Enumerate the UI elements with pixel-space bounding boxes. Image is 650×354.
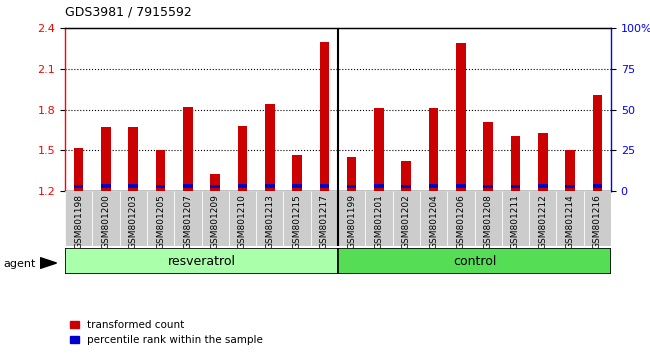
Text: GSM801203: GSM801203 [129, 194, 138, 249]
Text: GSM801209: GSM801209 [211, 194, 220, 249]
Bar [74, 185, 83, 188]
Text: GSM801214: GSM801214 [566, 194, 575, 249]
Bar [456, 184, 465, 188]
FancyBboxPatch shape [256, 191, 283, 246]
Bar [566, 185, 575, 188]
Text: GSM801213: GSM801213 [265, 194, 274, 249]
Text: GSM801216: GSM801216 [593, 194, 602, 249]
Bar [347, 185, 356, 188]
Bar [320, 42, 329, 191]
Bar [511, 185, 520, 188]
FancyBboxPatch shape [174, 191, 202, 246]
Text: control: control [453, 255, 496, 268]
FancyBboxPatch shape [447, 191, 474, 246]
Text: GSM801207: GSM801207 [183, 194, 192, 249]
Bar [292, 184, 302, 188]
Bar [347, 157, 356, 191]
Text: GSM801199: GSM801199 [347, 194, 356, 249]
FancyBboxPatch shape [283, 191, 311, 246]
Text: resveratrol: resveratrol [168, 255, 235, 268]
Bar [538, 184, 547, 188]
FancyBboxPatch shape [65, 191, 92, 246]
FancyBboxPatch shape [338, 248, 611, 274]
Bar [101, 127, 111, 191]
FancyBboxPatch shape [474, 191, 502, 246]
Bar [593, 95, 602, 191]
Bar [320, 184, 329, 188]
FancyBboxPatch shape [65, 248, 338, 274]
FancyBboxPatch shape [420, 191, 447, 246]
Bar [211, 185, 220, 188]
Bar [402, 161, 411, 191]
Bar [292, 154, 302, 191]
Bar [402, 185, 411, 188]
FancyBboxPatch shape [584, 191, 611, 246]
FancyBboxPatch shape [502, 191, 529, 246]
Bar [429, 184, 438, 188]
Bar [484, 122, 493, 191]
Bar [429, 108, 438, 191]
Text: GSM801211: GSM801211 [511, 194, 520, 249]
Bar [374, 184, 384, 188]
Bar [129, 184, 138, 188]
FancyBboxPatch shape [338, 191, 365, 246]
Text: GSM801215: GSM801215 [292, 194, 302, 249]
FancyBboxPatch shape [147, 191, 174, 246]
Bar [265, 104, 274, 191]
Text: GSM801208: GSM801208 [484, 194, 493, 249]
Bar [566, 150, 575, 191]
Bar [456, 43, 465, 191]
FancyBboxPatch shape [393, 191, 420, 246]
Bar [183, 107, 192, 191]
Bar [238, 184, 247, 188]
Text: GSM801200: GSM801200 [101, 194, 111, 249]
Bar [211, 173, 220, 191]
FancyBboxPatch shape [311, 191, 338, 246]
Bar [156, 150, 165, 191]
Bar [593, 184, 602, 188]
FancyBboxPatch shape [120, 191, 147, 246]
Text: GSM801202: GSM801202 [402, 194, 411, 249]
Text: agent: agent [3, 259, 36, 269]
FancyBboxPatch shape [229, 191, 256, 246]
FancyBboxPatch shape [529, 191, 556, 246]
Bar [183, 184, 192, 188]
Text: GSM801217: GSM801217 [320, 194, 329, 249]
Text: GSM801198: GSM801198 [74, 194, 83, 249]
Text: GSM801212: GSM801212 [538, 194, 547, 249]
Text: GSM801204: GSM801204 [429, 194, 438, 249]
Bar [156, 185, 165, 188]
FancyBboxPatch shape [202, 191, 229, 246]
Bar [374, 108, 384, 191]
Bar [101, 184, 111, 188]
Text: GSM801205: GSM801205 [156, 194, 165, 249]
Bar [538, 133, 547, 191]
Text: GSM801206: GSM801206 [456, 194, 465, 249]
Bar [74, 148, 83, 191]
Polygon shape [40, 258, 57, 268]
FancyBboxPatch shape [92, 191, 120, 246]
Bar [484, 185, 493, 188]
FancyBboxPatch shape [365, 191, 393, 246]
Bar [238, 126, 247, 191]
Text: GDS3981 / 7915592: GDS3981 / 7915592 [65, 5, 192, 18]
Bar [265, 184, 274, 188]
Bar [129, 127, 138, 191]
Legend: transformed count, percentile rank within the sample: transformed count, percentile rank withi… [70, 320, 263, 345]
Bar [511, 136, 520, 191]
FancyBboxPatch shape [556, 191, 584, 246]
Text: GSM801210: GSM801210 [238, 194, 247, 249]
Text: GSM801201: GSM801201 [374, 194, 384, 249]
